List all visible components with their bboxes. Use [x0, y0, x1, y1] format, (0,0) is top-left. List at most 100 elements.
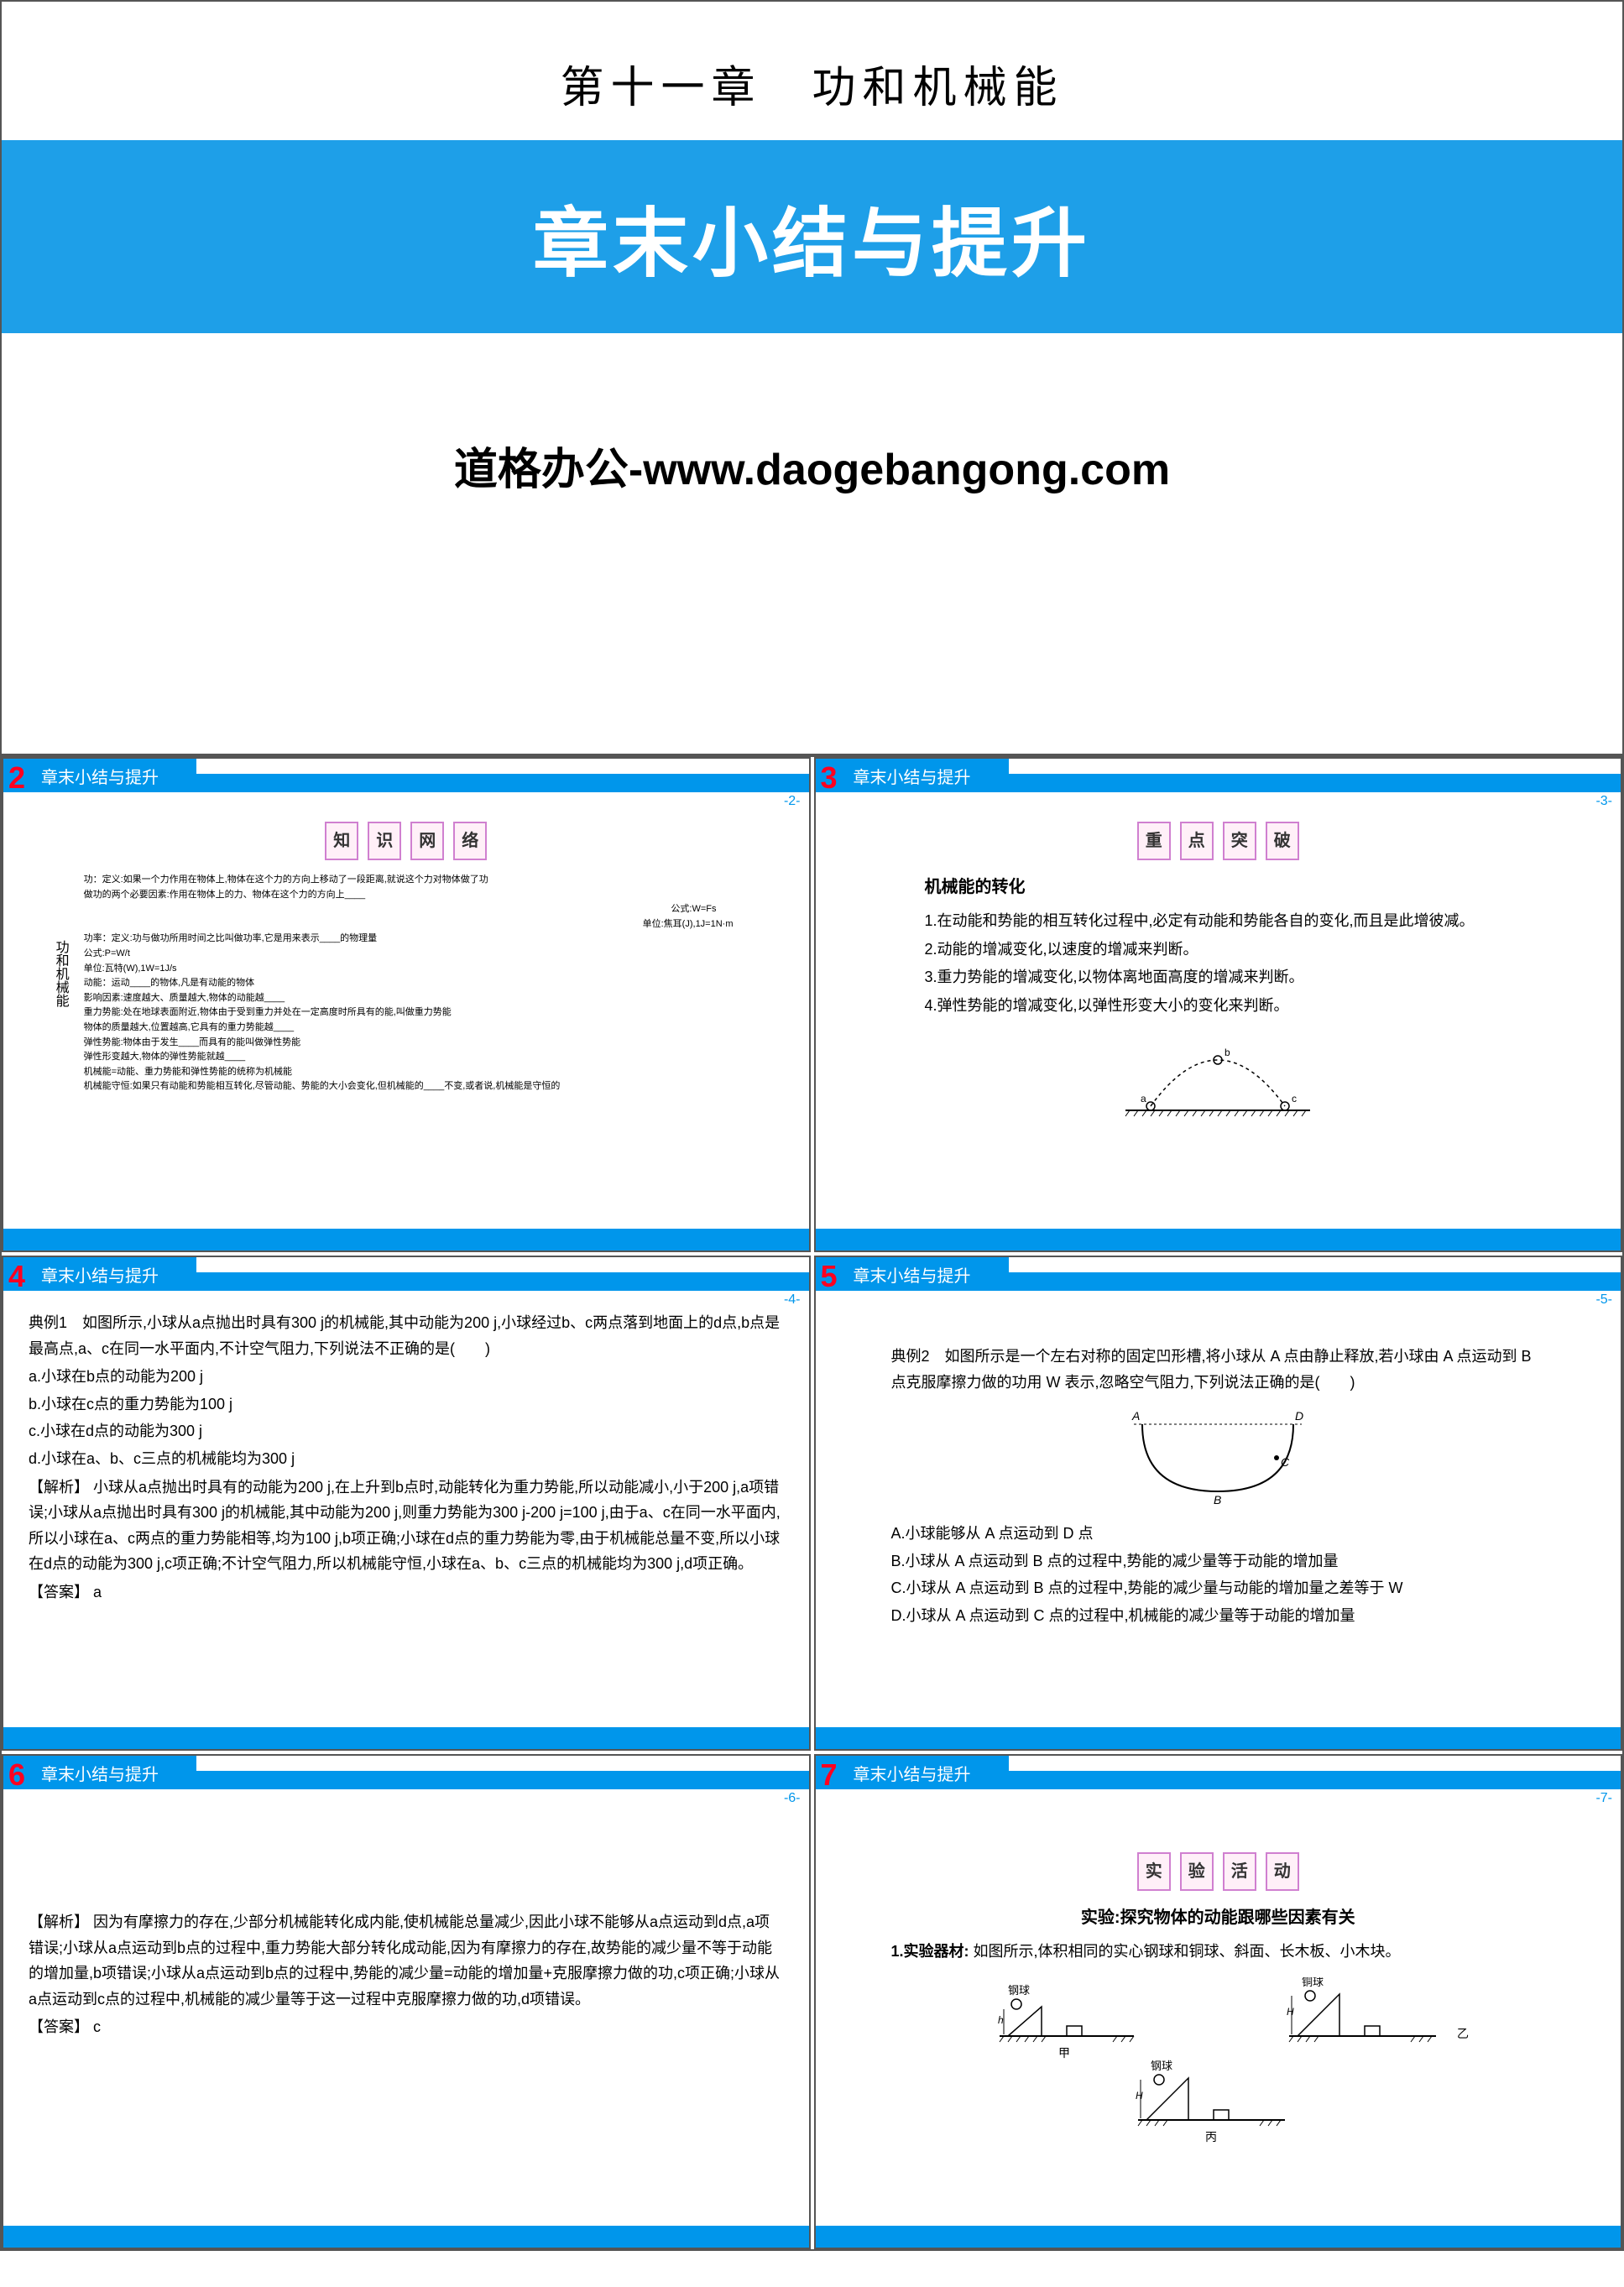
label-1: 知: [325, 822, 358, 860]
option-a: A.小球能够从 A 点运动到 D 点: [891, 1521, 1546, 1547]
svg-text:h: h: [998, 2014, 1004, 2026]
option-b: B.小球从 A 点运动到 B 点的过程中,势能的减少量等于动能的增加量: [891, 1548, 1546, 1574]
title-banner: 章末小结与提升: [2, 140, 1622, 333]
label-2: 识: [368, 822, 401, 860]
slide-content: 实 验 活 动 实验:探究物体的动能跟哪些因素有关 1.实验器材: 如图所示,体…: [816, 1789, 1621, 2191]
slide-header: 章末小结与提升: [3, 1257, 809, 1291]
label-2: 点: [1180, 822, 1214, 860]
arc-diagram: a b c: [841, 1031, 1596, 1123]
slide-content: 典例2 如图所示是一个左右对称的固定凹形槽,将小球从 A 点由静止释放,若小球由…: [816, 1291, 1621, 1664]
label-1: 重: [1137, 822, 1171, 860]
tree-item: 弹性形变越大,物体的弹性势能就越____: [84, 1050, 784, 1065]
slide-number: 6: [3, 1756, 30, 1794]
label-3: 活: [1223, 1852, 1256, 1891]
label-4: 动: [1266, 1852, 1299, 1891]
slide-title: 章末小结与提升: [3, 759, 196, 792]
equipment: 1.实验器材: 如图所示,体积相同的实心钢球和铜球、斜面、长木板、小木块。: [891, 1939, 1546, 1965]
tree-root: 功和机械能: [45, 873, 76, 1094]
option-a: a.小球在b点的动能为200 j: [29, 1364, 784, 1390]
svg-text:钢球: 钢球: [1151, 2060, 1172, 2072]
page-number: -3-: [1595, 794, 1612, 809]
tree-item: 弹性势能:物体由于发生____而具有的能叫做弹性势能: [84, 1036, 784, 1051]
tree-item: 物体的质量越大,位置越高,它具有的重力势能越____: [84, 1021, 784, 1036]
svg-text:乙: 乙: [1457, 2027, 1469, 2040]
label-3: 网: [410, 822, 444, 860]
svg-text:H: H: [1136, 2090, 1143, 2102]
slide-subtitle-bar: [1009, 1771, 1621, 1789]
bowl-diagram: A D B C: [891, 1407, 1546, 1508]
answer: 【答案】 a: [29, 1579, 784, 1606]
slide-subtitle-bar: [1009, 1272, 1621, 1291]
para-4: 4.弹性势能的增减变化,以弹性形变大小的变化来判断。: [925, 993, 1596, 1019]
svg-text:B: B: [1214, 1493, 1221, 1506]
slide-header: 章末小结与提升: [816, 1756, 1621, 1789]
tree-item: 功率：定义:功与做功所用时间之比叫做功率,它是用来表示____的物理量: [84, 932, 784, 947]
label-4: 破: [1266, 822, 1299, 860]
answer-label: 【答案】: [29, 2018, 89, 2035]
svg-text:A: A: [1131, 1409, 1140, 1423]
thumbnail-grid: 2 章末小结与提升 -2- 知 识 网 络 功和机械能 功：定义:如果一个力作用…: [0, 755, 1624, 2251]
analysis-label: 【解析】: [29, 1914, 89, 1930]
tree-item: 公式:P=W/t: [84, 947, 784, 962]
slide-number: 4: [3, 1257, 30, 1296]
knowledge-tree: 功和机械能 功：定义:如果一个力作用在物体上,物体在这个力的方向上移动了一段距离…: [29, 873, 784, 1094]
slide-title: 章末小结与提升: [3, 1756, 196, 1789]
slide-title: 章末小结与提升: [3, 1257, 196, 1291]
page-number: -4-: [784, 1292, 801, 1308]
answer-text: a: [93, 1584, 102, 1600]
tree-item: 单位:瓦特(W),1W=1J/s: [84, 962, 784, 977]
svg-text:c: c: [1292, 1093, 1297, 1104]
slide-number: 2: [3, 759, 30, 797]
slide-header: 章末小结与提升: [3, 759, 809, 792]
chapter-title: 第十一章 功和机械能: [2, 2, 1622, 140]
svg-text:a: a: [1141, 1093, 1146, 1104]
page-number: -7-: [1595, 1791, 1612, 1806]
slide-subtitle-bar: [196, 1771, 809, 1789]
tree-item: 单位:焦耳(J),1J=1N·m: [84, 917, 784, 932]
analysis-label: 【解析】: [29, 1479, 89, 1496]
tree-item: 机械能=动能、重力势能和弹性势能的统称为机械能: [84, 1065, 784, 1080]
slide-subtitle-bar: [196, 774, 809, 792]
answer: 【答案】 c: [29, 2014, 784, 2040]
content-heading: 机械能的转化: [925, 873, 1596, 901]
content-heading: 实验:探究物体的动能跟哪些因素有关: [891, 1903, 1546, 1932]
svg-text:丙: 丙: [1205, 2130, 1217, 2143]
slide-subtitle-bar: [1009, 774, 1621, 792]
ramp-diagrams: 钢球 h: [891, 1977, 1546, 2145]
slide-title: 章末小结与提升: [816, 1756, 1009, 1789]
bottom-bar: [3, 1229, 809, 1251]
option-d: D.小球从 A 点运动到 C 点的过程中,机械能的减少量等于动能的增加量: [891, 1603, 1546, 1629]
tree-item: 影响因素:速度越大、质量越大,物体的动能越____: [84, 991, 784, 1006]
tree-item: 机械能守恒:如果只有动能和势能相互转化,尽管动能、势能的大小会变化,但机械能的_…: [84, 1079, 784, 1094]
svg-text:H: H: [1287, 2006, 1294, 2018]
option-b: b.小球在c点的重力势能为100 j: [29, 1392, 784, 1418]
slide-title: 章末小结与提升: [816, 759, 1009, 792]
page-number: -6-: [784, 1791, 801, 1806]
bottom-bar: [3, 1727, 809, 1749]
svg-text:C: C: [1281, 1455, 1290, 1469]
banner-title: 章末小结与提升: [2, 182, 1622, 291]
equip-text: 如图所示,体积相同的实心钢球和铜球、斜面、长木板、小木块。: [974, 1943, 1401, 1960]
svg-text:b: b: [1225, 1047, 1230, 1058]
tree-item: 功：定义:如果一个力作用在物体上,物体在这个力的方向上移动了一段距离,就说这个力…: [84, 873, 784, 888]
option-d: d.小球在a、b、c三点的机械能均为300 j: [29, 1446, 784, 1472]
option-c: c.小球在d点的动能为300 j: [29, 1418, 784, 1444]
analysis-text: 小球从a点抛出时具有的动能为200 j,在上升到b点时,动能转化为重力势能,所以…: [29, 1479, 781, 1573]
label-3: 突: [1223, 822, 1256, 860]
section-labels: 知 识 网 络: [29, 822, 784, 860]
analysis: 【解析】 因为有摩擦力的存在,少部分机械能转化成内能,使机械能总量减少,因此小球…: [29, 1909, 784, 2012]
equip-label: 1.实验器材:: [891, 1943, 969, 1960]
slide-header: 章末小结与提升: [3, 1756, 809, 1789]
slide-content: 重 点 突 破 机械能的转化 1.在动能和势能的相互转化过程中,必定有动能和势能…: [816, 792, 1621, 1169]
answer-label: 【答案】: [29, 1584, 89, 1600]
para-2: 2.动能的增减变化,以速度的增减来判断。: [925, 937, 1596, 963]
watermark-text: 道格办公-www.daogebangong.com: [2, 333, 1622, 598]
bottom-bar: [3, 2226, 809, 2248]
slide-4: 4 章末小结与提升 -4- 典例1 如图所示,小球从a点抛出时具有300 j的机…: [2, 1256, 811, 1751]
slide-6: 6 章末小结与提升 -6- 【解析】 因为有摩擦力的存在,少部分机械能转化成内能…: [2, 1754, 811, 2249]
slide-3: 3 章末小结与提升 -3- 重 点 突 破 机械能的转化 1.在动能和势能的相互…: [814, 757, 1623, 1252]
slide-subtitle-bar: [196, 1272, 809, 1291]
tree-item: 动能：运动____的物体,凡是有动能的物体: [84, 976, 784, 991]
analysis-text: 因为有摩擦力的存在,少部分机械能转化成内能,使机械能总量减少,因此小球不能够从a…: [29, 1914, 780, 2008]
option-c: C.小球从 A 点运动到 B 点的过程中,势能的减少量与动能的增加量之差等于 W: [891, 1575, 1546, 1601]
